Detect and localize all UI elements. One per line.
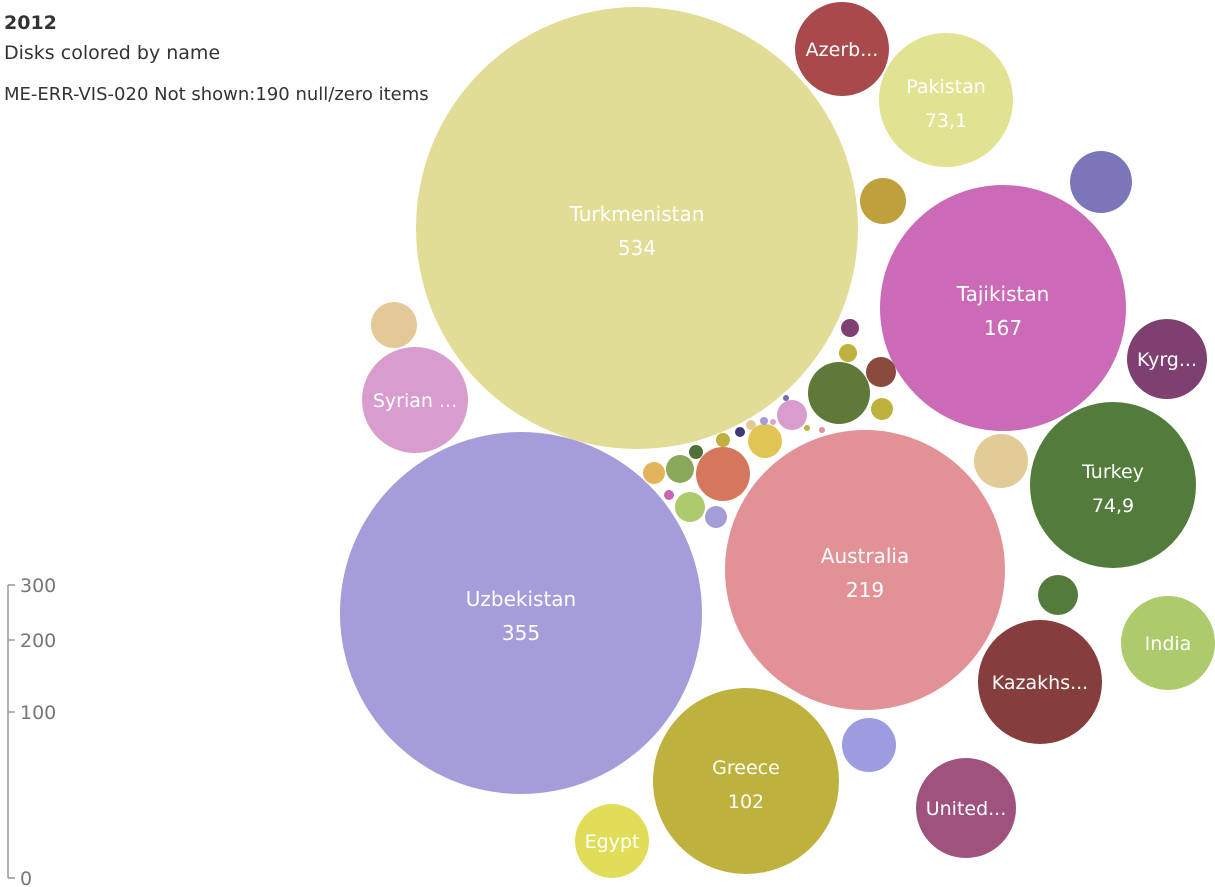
bubble-label-india: India xyxy=(1145,633,1192,655)
bubble-unlabeled-28[interactable] xyxy=(819,427,825,433)
bubble-label-syrian: Syrian ... xyxy=(373,390,457,412)
bubble-label-kazakhstan: Kazakhs... xyxy=(992,672,1088,694)
bubble-unlabeled-5[interactable] xyxy=(1038,575,1078,615)
bubble-unlabeled-22[interactable] xyxy=(746,420,756,430)
chart-title: 2012 xyxy=(4,12,57,34)
bubble-unlabeled-12[interactable] xyxy=(839,344,857,362)
bubble-egypt[interactable] xyxy=(575,804,649,878)
bubble-label-uzbekistan: Uzbekistan xyxy=(466,587,576,611)
bubble-label-pakistan: Pakistan xyxy=(906,76,986,98)
bubble-unlabeled-23[interactable] xyxy=(664,490,674,500)
bubble-unlabeled-20[interactable] xyxy=(689,445,703,459)
bubble-value-turkmenistan: 534 xyxy=(618,236,656,260)
bubble-label-greece: Greece xyxy=(712,757,780,779)
bubble-value-australia: 219 xyxy=(846,578,884,602)
bubble-india[interactable] xyxy=(1121,596,1215,690)
bubble-turkey[interactable] xyxy=(1030,402,1196,568)
bubble-kazakhstan[interactable] xyxy=(978,620,1102,744)
bubble-unlabeled-15[interactable] xyxy=(666,455,694,483)
bubble-unlabeled-13[interactable] xyxy=(871,398,893,420)
bubble-unlabeled-19[interactable] xyxy=(716,433,730,447)
bubble-unlabeled-16[interactable] xyxy=(675,492,705,522)
bubble-label-australia: Australia xyxy=(821,544,909,568)
bubble-turkmenistan[interactable] xyxy=(416,7,858,449)
bubble-unlabeled-9[interactable] xyxy=(748,424,782,458)
bubble-label-azerbaijan: Azerb... xyxy=(806,39,879,61)
bubble-unlabeled-25[interactable] xyxy=(770,419,776,425)
bubble-pakistan[interactable] xyxy=(879,33,1013,167)
bubble-unlabeled-8[interactable] xyxy=(696,447,750,501)
bubble-unlabeled-6[interactable] xyxy=(842,718,896,772)
size-legend: 300 200 100 0 xyxy=(7,575,56,887)
bubble-value-tajikistan: 167 xyxy=(984,316,1022,340)
bubble-unlabeled-27[interactable] xyxy=(783,395,789,401)
bubble-unlabeled-2[interactable] xyxy=(1070,151,1132,213)
bubble-value-greece: 102 xyxy=(728,791,764,813)
bubble-australia[interactable] xyxy=(725,430,1005,710)
bubble-united[interactable] xyxy=(916,758,1016,858)
bubble-unlabeled-21[interactable] xyxy=(735,427,745,437)
chart-subtitle: Disks colored by name xyxy=(4,42,221,64)
size-legend-tick-label: 100 xyxy=(20,702,56,724)
bubble-label-kyrgyzstan: Kyrg... xyxy=(1137,349,1197,371)
bubble-unlabeled-10[interactable] xyxy=(866,357,896,387)
bubble-azerbaijan[interactable] xyxy=(795,2,889,96)
bubble-tajikistan[interactable] xyxy=(880,185,1126,431)
bubble-value-uzbekistan: 355 xyxy=(502,621,540,645)
size-legend-tick-label: 200 xyxy=(20,630,56,652)
bubble-uzbekistan[interactable] xyxy=(340,432,702,794)
bubble-unlabeled-24[interactable] xyxy=(760,417,768,425)
bubble-value-turkey: 74,9 xyxy=(1092,495,1134,517)
bubble-unlabeled-7[interactable] xyxy=(808,362,870,424)
bubble-label-united: United... xyxy=(926,798,1007,820)
bubble-kyrgyzstan[interactable] xyxy=(1127,319,1207,399)
bubble-syrian[interactable] xyxy=(362,347,468,453)
bubble-group: Turkmenistan 534 Uzbekistan 355 Australia 219… xyxy=(340,2,1215,878)
bubble-unlabeled-4[interactable] xyxy=(974,434,1028,488)
bubble-greece[interactable] xyxy=(653,688,839,874)
bubble-unlabeled-18[interactable] xyxy=(705,506,727,528)
size-legend-tick-label: 0 xyxy=(20,868,32,887)
bubble-label-turkey: Turkey xyxy=(1081,461,1144,483)
bubble-label-egypt: Egypt xyxy=(585,831,640,853)
bubble-label-tajikistan: Tajikistan xyxy=(956,282,1050,306)
bubble-unlabeled-26[interactable] xyxy=(804,425,810,431)
bubble-unlabeled-11[interactable] xyxy=(841,319,859,337)
bubble-label-turkmenistan: Turkmenistan xyxy=(569,202,705,226)
hidden-items-note: ME-ERR-VIS-020 Not shown:190 null/zero i… xyxy=(4,84,429,105)
bubble-unlabeled-3[interactable] xyxy=(371,302,417,348)
size-legend-tick-label: 300 xyxy=(20,575,56,597)
bubble-unlabeled-1[interactable] xyxy=(860,178,906,224)
bubble-unlabeled-14[interactable] xyxy=(777,400,807,430)
bubble-unlabeled-17[interactable] xyxy=(643,462,665,484)
bubble-value-pakistan: 73,1 xyxy=(925,110,967,132)
